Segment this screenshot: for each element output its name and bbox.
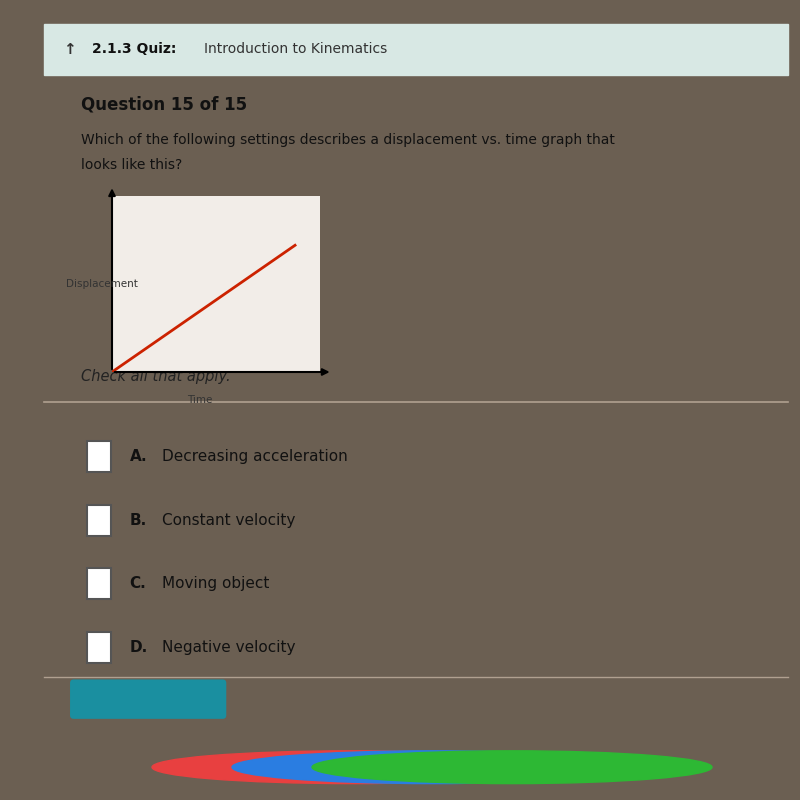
Text: Introduction to Kinematics: Introduction to Kinematics	[204, 42, 387, 56]
Text: Time: Time	[186, 395, 212, 405]
Bar	[87, 568, 111, 599]
Text: Constant velocity: Constant velocity	[162, 513, 295, 528]
Text: ← PREVIOUS: ← PREVIOUS	[100, 692, 196, 706]
Text: ↑: ↑	[62, 42, 75, 57]
Text: A.: A.	[130, 450, 147, 465]
Text: B.: B.	[130, 513, 147, 528]
Text: Decreasing acceleration: Decreasing acceleration	[162, 450, 347, 465]
Bar	[87, 505, 111, 536]
Text: C.: C.	[130, 576, 146, 591]
Text: Check all that apply.: Check all that apply.	[82, 369, 231, 383]
Text: Negative velocity: Negative velocity	[162, 639, 295, 654]
Text: Displacement: Displacement	[66, 279, 138, 289]
Circle shape	[312, 750, 712, 784]
Text: D.: D.	[130, 639, 148, 654]
Text: Moving object: Moving object	[162, 576, 269, 591]
FancyBboxPatch shape	[70, 679, 226, 719]
Text: 2.1.3 Quiz:: 2.1.3 Quiz:	[92, 42, 177, 56]
Bar	[44, 24, 788, 74]
Bar	[87, 631, 111, 662]
Text: Question 15 of 15: Question 15 of 15	[82, 96, 247, 114]
Bar	[87, 442, 111, 473]
Text: Which of the following settings describes a displacement vs. time graph that: Which of the following settings describe…	[82, 133, 615, 147]
Circle shape	[152, 750, 552, 784]
Text: looks like this?: looks like this?	[82, 158, 182, 172]
Circle shape	[232, 750, 632, 784]
